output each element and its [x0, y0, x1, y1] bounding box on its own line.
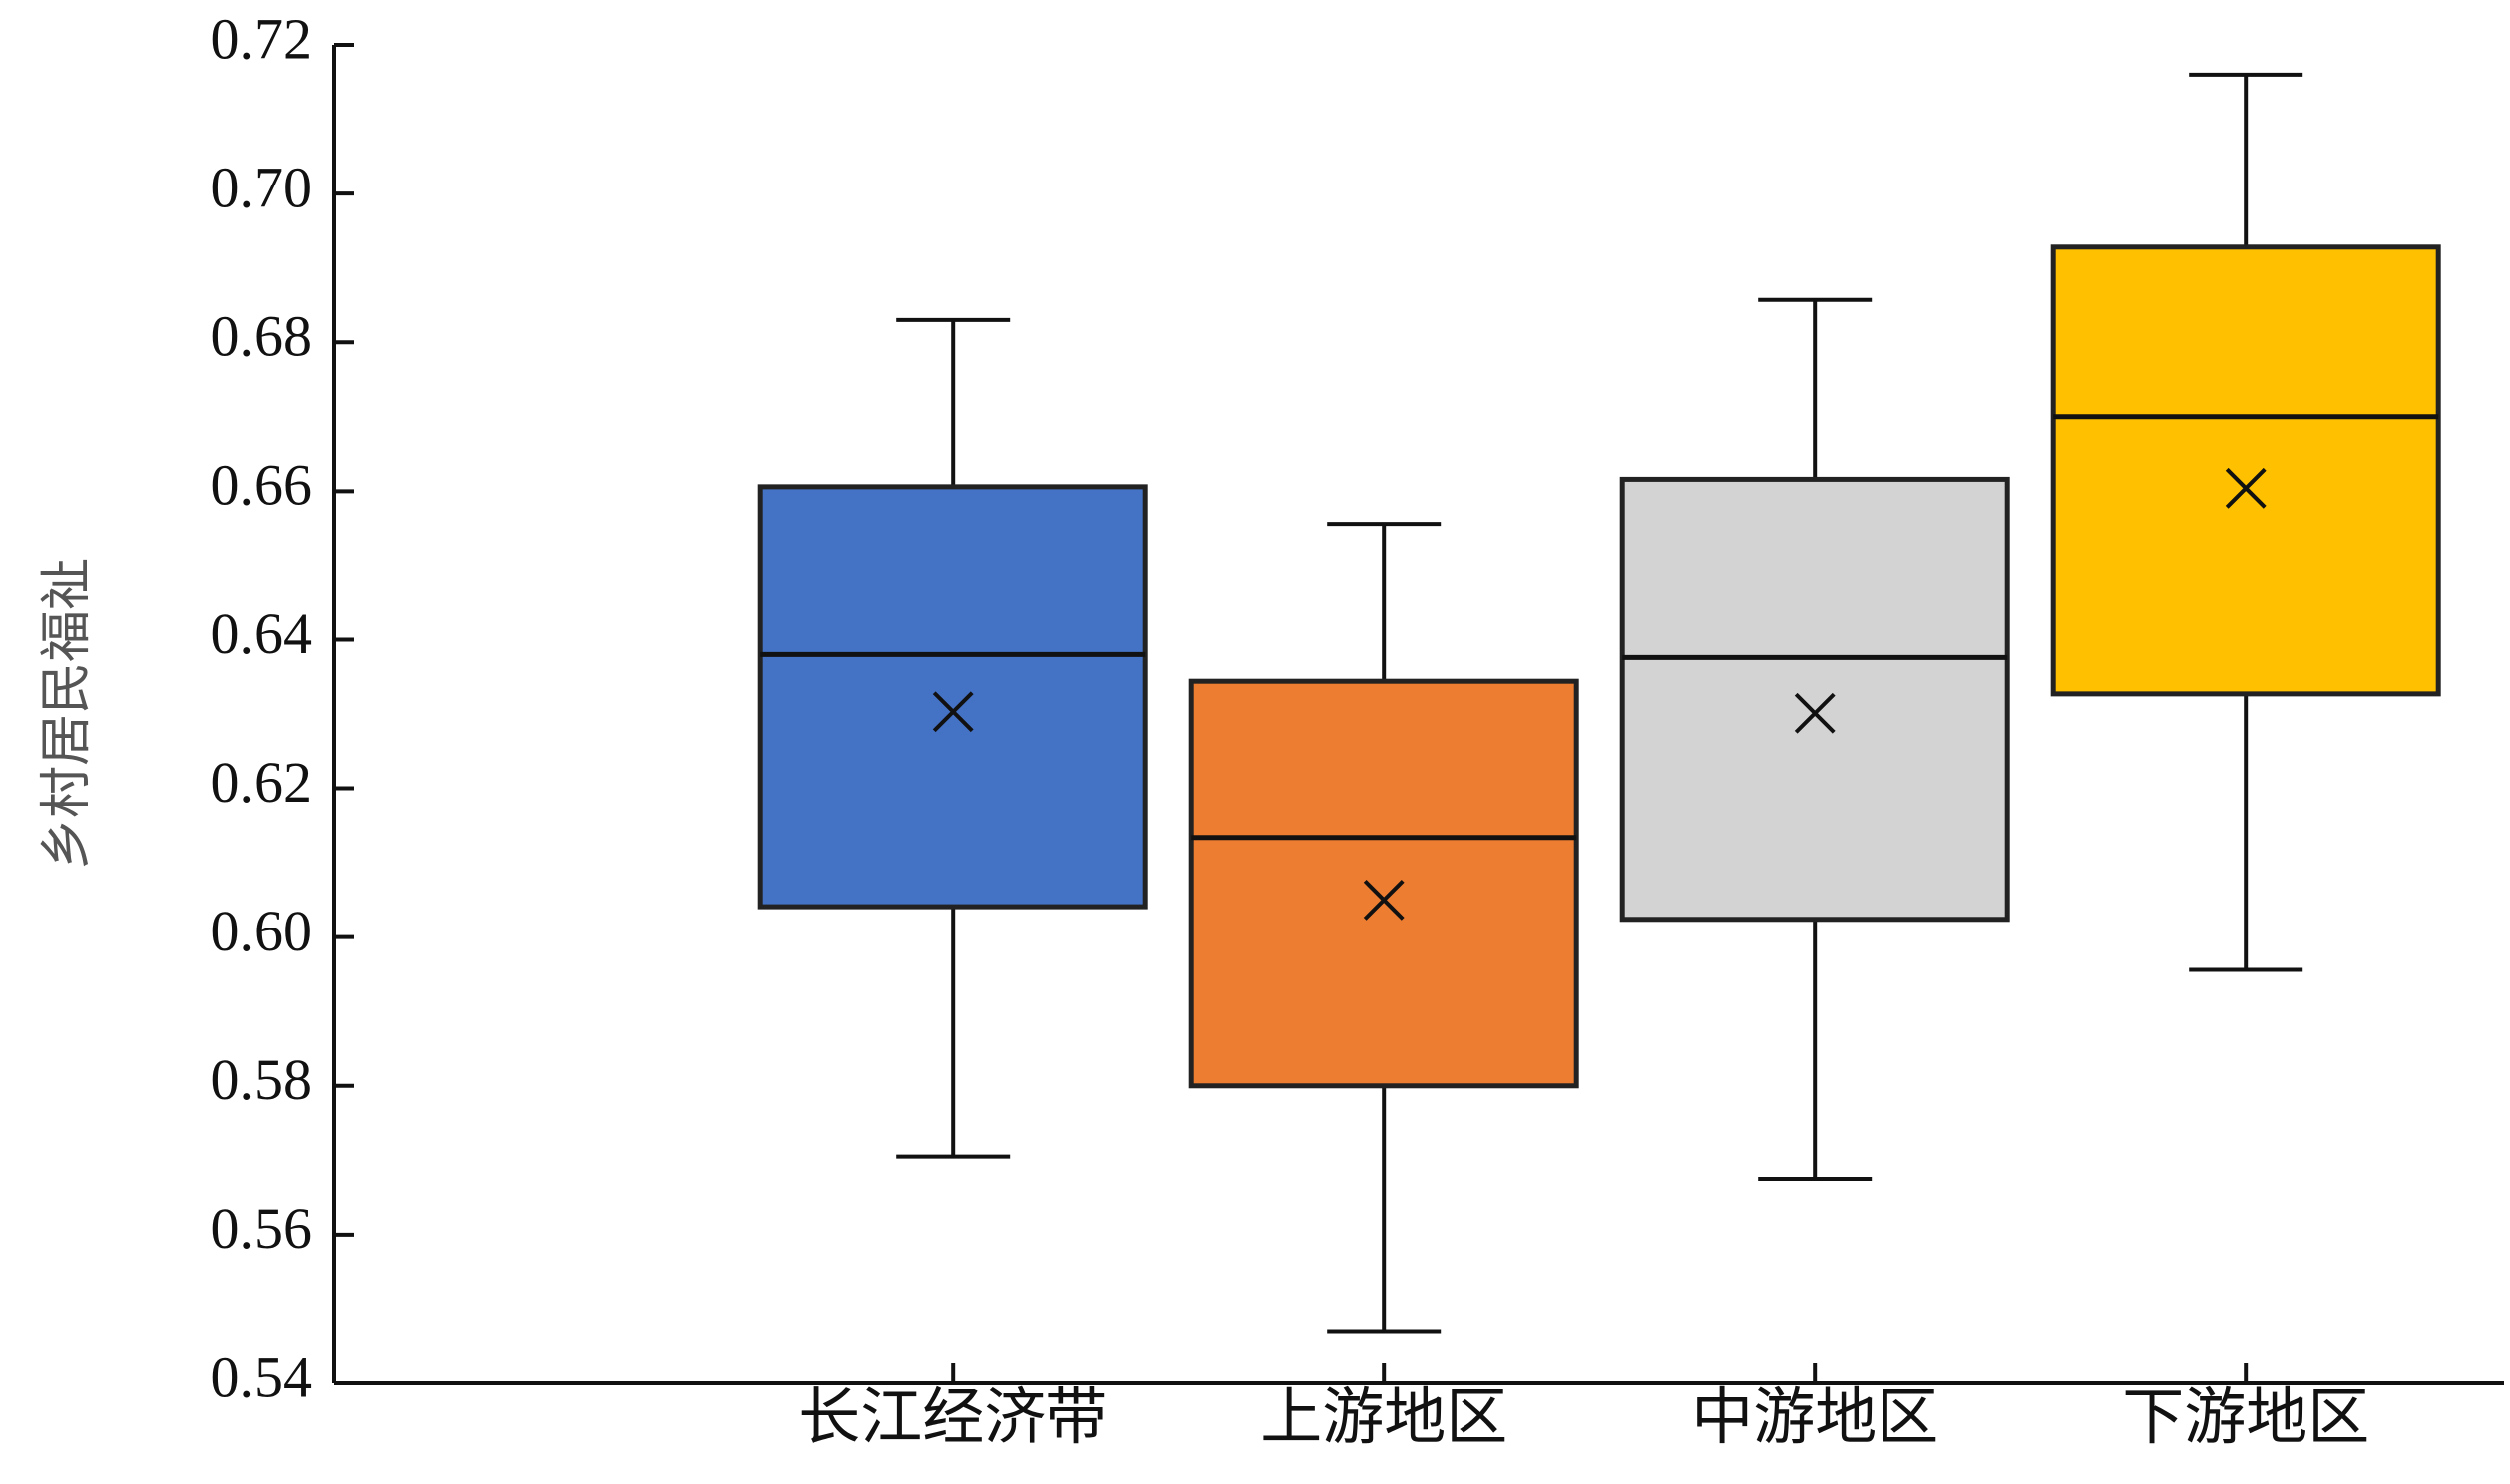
- box: [757, 484, 1148, 910]
- y-tick-label: 0.72: [211, 6, 313, 71]
- mean-marker: [1363, 879, 1405, 921]
- box: [1619, 476, 2010, 923]
- box: [1188, 678, 1579, 1089]
- y-tick-label: 0.68: [211, 304, 313, 369]
- y-tick-label: 0.60: [211, 899, 313, 963]
- x-tick-label: 上游地区: [1260, 1380, 1507, 1453]
- y-tick-label: 0.58: [211, 1047, 313, 1112]
- y-tick-label: 0.66: [211, 453, 313, 518]
- box: [2050, 244, 2441, 697]
- mean-marker: [932, 691, 974, 733]
- y-tick-label: 0.56: [211, 1196, 313, 1261]
- y-axis-label: 乡村居民福祉: [37, 558, 97, 870]
- y-tick-label: 0.54: [211, 1344, 313, 1409]
- y-tick-label: 0.62: [211, 750, 313, 815]
- y-tick-label: 0.70: [211, 155, 313, 219]
- mean-marker: [1794, 692, 1836, 734]
- x-tick-label: 下游地区: [2122, 1380, 2369, 1453]
- y-tick-label: 0.64: [211, 601, 313, 666]
- mean-marker: [2225, 467, 2267, 509]
- x-tick-label: 中游地区: [1691, 1380, 1938, 1453]
- x-tick-label: 长江经济带: [798, 1380, 1107, 1453]
